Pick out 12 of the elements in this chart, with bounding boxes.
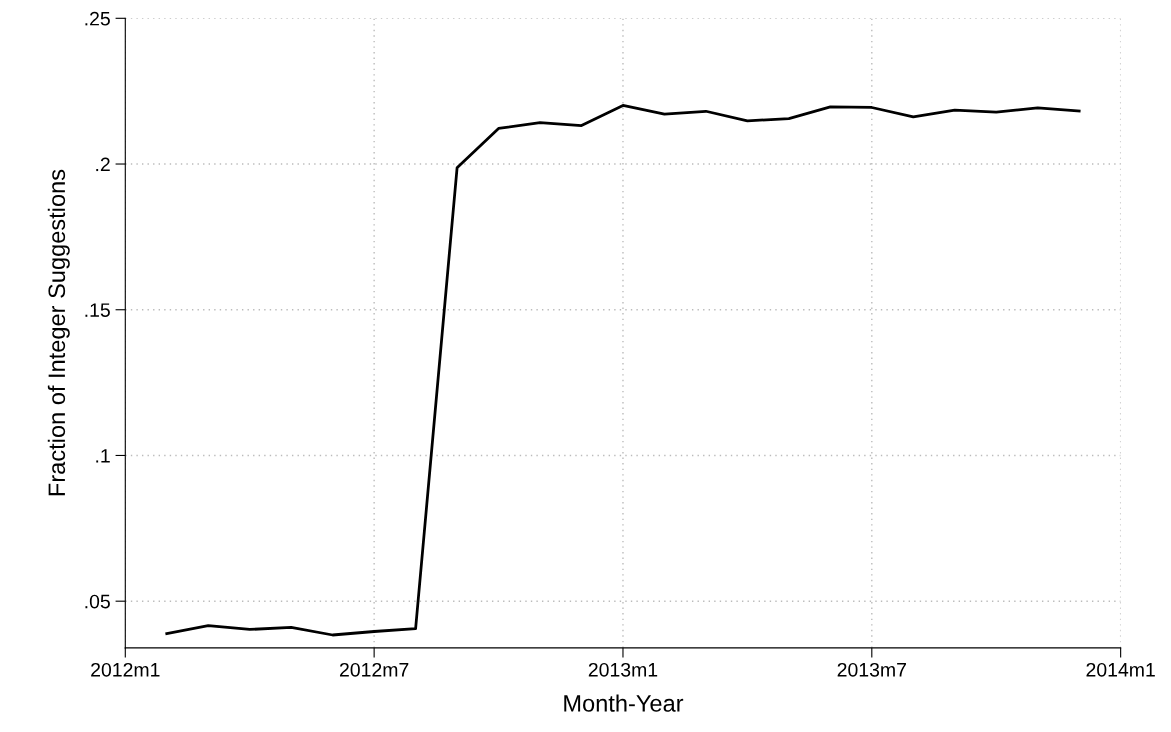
y-axis-title: Fraction of Integer Suggestions xyxy=(47,169,70,496)
y-tick-label: .25 xyxy=(85,11,110,26)
y-tick-label: .05 xyxy=(85,594,110,609)
x-tick-label: 2013m7 xyxy=(837,662,906,677)
x-tick-label: 2012m7 xyxy=(339,662,409,677)
x-tick-label: 2014m1 xyxy=(1086,662,1155,677)
x-tick-label: 2013m1 xyxy=(588,662,658,677)
y-tick-label: .2 xyxy=(96,157,110,172)
y-tick-label: .1 xyxy=(96,449,110,463)
y-tick-label: .15 xyxy=(85,303,110,317)
x-axis-title: Month-Year xyxy=(564,694,684,712)
x-tick-label: 2012m1 xyxy=(91,662,160,677)
